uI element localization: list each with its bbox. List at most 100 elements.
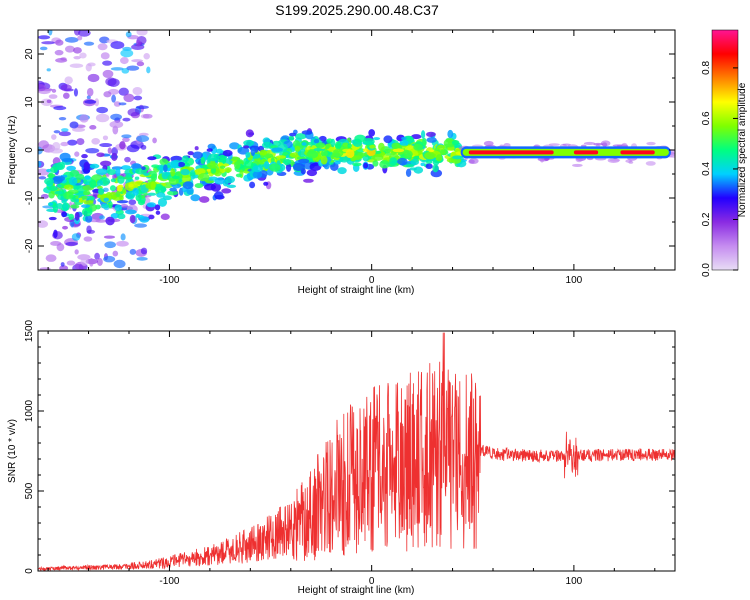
heatmap-cell — [134, 223, 148, 228]
heatmap-cell — [215, 148, 223, 154]
heatmap-cell — [69, 121, 79, 129]
heatmap-cell — [80, 257, 89, 266]
snr-series-line — [38, 332, 675, 571]
heatmap-cell — [306, 150, 319, 159]
heatmap-cell — [192, 151, 203, 159]
heatmap-cell — [50, 166, 58, 173]
heatmap-cell — [352, 162, 362, 167]
heatmap-cell — [110, 113, 122, 121]
heatmap-cell — [112, 250, 119, 257]
heatmap-cell — [102, 135, 109, 141]
heatmap-cell — [140, 247, 148, 255]
heatmap-cell — [89, 179, 97, 189]
heatmap-cell — [113, 101, 121, 107]
heatmap-cell — [332, 148, 344, 158]
heatmap-cell — [181, 155, 189, 163]
heatmap-cell — [296, 156, 309, 160]
y-tick-label: 0 — [24, 568, 35, 574]
heatmap-cell — [103, 91, 112, 98]
heatmap-cell — [379, 160, 390, 169]
heatmap-cell — [130, 163, 142, 170]
heatmap-cell — [72, 127, 86, 132]
heatmap-cell — [324, 143, 330, 150]
heatmap-cell — [271, 147, 284, 152]
heatmap-cell — [84, 175, 91, 180]
snr-frame — [37, 330, 676, 572]
heatmap-cell — [313, 138, 320, 144]
colorbar-label: Normalized spectral amplitude — [737, 82, 748, 217]
heatmap-cell — [110, 178, 117, 183]
heatmap-cell — [404, 150, 413, 159]
heatmap-cell — [320, 150, 328, 157]
heatmap-cell — [80, 195, 88, 200]
heatmap-cell — [38, 35, 51, 40]
heatmap-cell — [61, 211, 68, 218]
heatmap-cell — [116, 240, 129, 247]
heatmap-cell — [121, 134, 132, 139]
heatmap-cell — [363, 162, 369, 169]
heatmap-cell — [61, 200, 67, 204]
heatmap-cell — [76, 138, 85, 146]
heatmap-cell — [83, 161, 91, 171]
heatmap-cell — [313, 148, 323, 152]
heatmap-cell — [180, 168, 190, 176]
heatmap-cell — [159, 164, 164, 174]
heatmap-cell — [645, 161, 656, 166]
heatmap-cell — [53, 130, 61, 134]
heatmap-cell — [425, 163, 433, 170]
heatmap-cell — [133, 95, 143, 101]
heatmap-cell — [53, 175, 66, 182]
heatmap-cell — [73, 47, 82, 54]
heatmap-cell — [219, 165, 226, 169]
heatmap-cell — [120, 204, 129, 209]
heatmap-cell — [285, 163, 292, 172]
heatmap-cell — [342, 142, 349, 147]
heatmap-cell — [69, 63, 84, 68]
heatmap-cell — [63, 184, 74, 190]
heatmap-cell — [135, 39, 141, 47]
heatmap-cell — [58, 131, 71, 137]
heatmap-cell — [243, 145, 250, 149]
heatmap-cell — [115, 190, 121, 197]
heatmap-cell — [297, 149, 307, 157]
heatmap-cell — [372, 154, 384, 161]
heatmap-band-core — [620, 150, 655, 155]
heatmap-cell — [68, 176, 78, 186]
heatmap-cell — [63, 191, 74, 200]
heatmap-cell — [73, 88, 79, 97]
y-tick-label: 1000 — [24, 399, 35, 422]
x-tick-label: 0 — [369, 275, 375, 286]
heatmap-cell — [140, 144, 147, 150]
heatmap-cell — [413, 143, 424, 151]
heatmap-cell — [372, 160, 379, 167]
x-tick-label: 100 — [566, 275, 583, 286]
x-tick-label: 100 — [566, 576, 583, 587]
heatmap-cell — [132, 86, 143, 96]
heatmap-cell — [354, 134, 366, 143]
heatmap-cell — [55, 39, 64, 46]
heatmap-cell — [126, 65, 140, 71]
heatmap-cell — [301, 142, 307, 146]
heatmap-cell — [101, 203, 109, 209]
heatmap-cell — [77, 35, 83, 41]
heatmap-cell — [157, 197, 168, 207]
heatmap-cell — [562, 143, 571, 146]
heatmap-cell — [171, 175, 180, 180]
heatmap-cell — [182, 181, 194, 190]
heatmap-cell — [214, 177, 225, 185]
heatmap-cell — [60, 141, 69, 147]
heatmap-cell — [129, 214, 136, 224]
heatmap-cell — [207, 153, 220, 162]
heatmap-cell — [301, 130, 313, 135]
heatmap-cell — [162, 195, 172, 201]
heatmap-cell — [405, 163, 415, 168]
heatmap-cell — [148, 214, 155, 220]
heatmap-cell — [275, 155, 286, 159]
heatmap-cell — [122, 189, 127, 194]
heatmap-cell — [89, 257, 94, 267]
heatmap-cell — [94, 252, 100, 260]
heatmap-cell — [56, 243, 65, 252]
heatmap-cell — [103, 255, 116, 263]
